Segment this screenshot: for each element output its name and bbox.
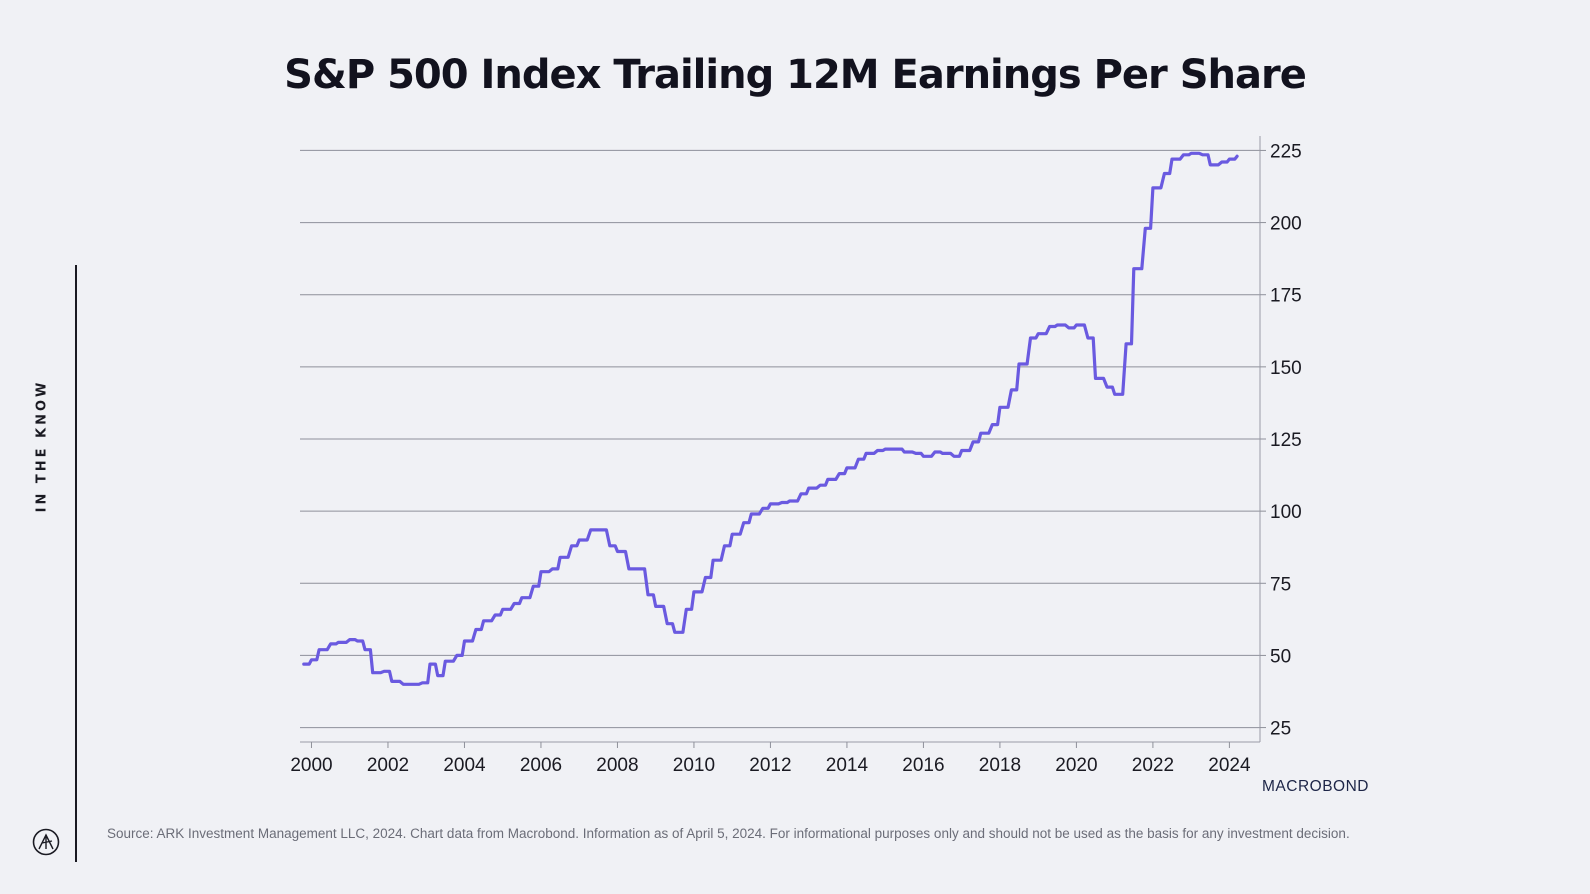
x-tick-label: 2006 <box>520 755 562 776</box>
y-tick-label: 50 <box>1270 646 1291 667</box>
series-group <box>302 151 1239 686</box>
x-tick-label: 2004 <box>443 755 486 776</box>
side-divider <box>75 265 77 862</box>
x-tick-label: 2014 <box>826 755 869 776</box>
x-tick-label: 2010 <box>673 755 715 776</box>
x-tick-label: 2000 <box>290 755 332 776</box>
ark-logo-icon <box>32 828 60 856</box>
y-tick-label: 150 <box>1270 358 1302 379</box>
y-tick-label: 75 <box>1270 574 1291 595</box>
x-axis-ticks: 2000 2002 2004 2006 2008 2010 2012 2014 2016 2018… <box>290 742 1251 776</box>
source-note: Source: ARK Investment Management LLC, 2… <box>107 826 1350 841</box>
x-tick-label: 2002 <box>367 755 409 776</box>
y-tick-label: 175 <box>1270 286 1302 307</box>
x-tick-label: 2020 <box>1055 755 1097 776</box>
x-tick-label: 2022 <box>1132 755 1174 776</box>
chart-title: S&P 500 Index Trailing 12M Earnings Per … <box>284 52 1307 98</box>
x-tick-label: 2024 <box>1208 755 1251 776</box>
gridlines <box>300 149 1260 729</box>
macrobond-watermark: MACROBOND <box>1262 778 1369 795</box>
y-tick-label: 25 <box>1270 719 1291 740</box>
y-tick-label: 100 <box>1270 502 1302 523</box>
x-tick-label: 2012 <box>749 755 791 776</box>
series-line <box>302 151 1239 686</box>
y-tick-label: 200 <box>1270 214 1302 235</box>
x-tick-label: 2016 <box>902 755 944 776</box>
x-tick-label: 2018 <box>979 755 1021 776</box>
x-tick-label: 2008 <box>596 755 638 776</box>
y-tick-label: 225 <box>1270 141 1302 162</box>
y-tick-label: 125 <box>1270 430 1302 451</box>
y-axis-ticks: 25 50 75 100 125 150 175 200 225 <box>1260 141 1302 740</box>
